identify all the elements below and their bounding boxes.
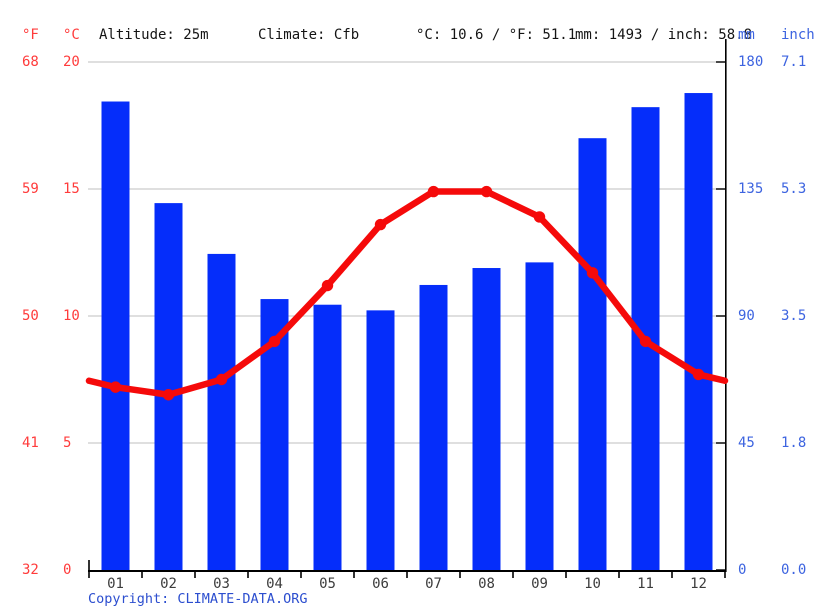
x-axis-label-month: 04 [266, 576, 283, 592]
x-axis-label-month: 02 [160, 576, 177, 592]
temp-point [692, 368, 705, 381]
y-axis-label-fahrenheit: 59 [22, 181, 39, 197]
y-axis-label-mm: 90 [738, 308, 755, 324]
mm-unit-label: mm [738, 27, 755, 43]
precip-bar [578, 138, 607, 571]
y-axis-label-inch: 5.3 [781, 181, 807, 197]
y-axis-label-mm: 180 [738, 54, 764, 70]
x-axis-label-month: 01 [107, 576, 124, 592]
y-axis-label-fahrenheit: 50 [22, 308, 39, 324]
temp-point [321, 279, 334, 292]
x-axis-label-month: 11 [637, 576, 654, 592]
fahrenheit-unit-label: °F [22, 27, 39, 43]
y-axis-label-celsius: 20 [63, 54, 80, 70]
x-axis-label-month: 07 [425, 576, 442, 592]
y-axis-label-celsius: 10 [63, 308, 80, 324]
precip-bar [313, 304, 342, 571]
precip-bar [154, 203, 183, 571]
x-axis-label-month: 08 [478, 576, 495, 592]
climate-data-org-link[interactable]: CLIMATE-DATA.ORG [177, 591, 308, 607]
copyright-line: Copyright: CLIMATE-DATA.ORG [88, 591, 307, 607]
x-axis-label-month: 03 [213, 576, 230, 592]
temp-point [268, 335, 281, 348]
x-axis-label-month: 05 [319, 576, 336, 592]
copyright-label: Copyright: [88, 591, 178, 607]
y-axis-label-fahrenheit: 32 [22, 562, 39, 578]
y-axis-label-inch: 7.1 [781, 54, 807, 70]
precip-bar [366, 310, 395, 571]
precip-bar [472, 268, 501, 571]
temp-line [85, 188, 729, 398]
precip-bar [525, 262, 554, 571]
total-precip-label: mm: 1493 / inch: 58.8 [575, 27, 753, 43]
y-axis-label-celsius: 15 [63, 181, 80, 197]
precip-bar [101, 101, 130, 571]
x-axis-label-month: 10 [584, 576, 601, 592]
y-axis-label-celsius: 0 [63, 562, 72, 578]
climate-class-label: Climate: Cfb [258, 27, 360, 43]
temp-point [162, 389, 175, 401]
temp-point [639, 335, 652, 348]
y-axis-label-celsius: 5 [63, 435, 72, 451]
altitude-label: Altitude: 25m [99, 27, 209, 43]
y-axis-label-fahrenheit: 41 [22, 435, 39, 451]
y-axis-label-mm: 135 [738, 181, 764, 197]
temp-point [374, 218, 387, 231]
inch-unit-label: inch [781, 27, 815, 43]
temp-point [586, 267, 599, 279]
y-axis-label-inch: 0.0 [781, 562, 807, 578]
temp-point [427, 185, 440, 198]
y-axis-label-inch: 1.8 [781, 435, 807, 451]
x-axis-label-month: 12 [690, 576, 707, 592]
precip-bar [419, 284, 448, 571]
avg-temperature-label: °C: 10.6 / °F: 51.1 [416, 27, 577, 43]
temp-point [109, 381, 122, 393]
y-axis-label-mm: 0 [738, 562, 747, 578]
temp-point [480, 185, 493, 198]
temp-point [533, 211, 546, 223]
x-axis-label-month: 09 [531, 576, 548, 592]
y-axis-label-inch: 3.5 [781, 308, 807, 324]
y-axis-label-fahrenheit: 68 [22, 54, 39, 70]
y-axis-label-mm: 45 [738, 435, 755, 451]
precip-bar [684, 93, 713, 572]
x-axis-label-month: 06 [372, 576, 389, 592]
celsius-unit-label: °C [63, 27, 80, 43]
precip-bar [207, 253, 236, 571]
temp-point [215, 373, 228, 386]
